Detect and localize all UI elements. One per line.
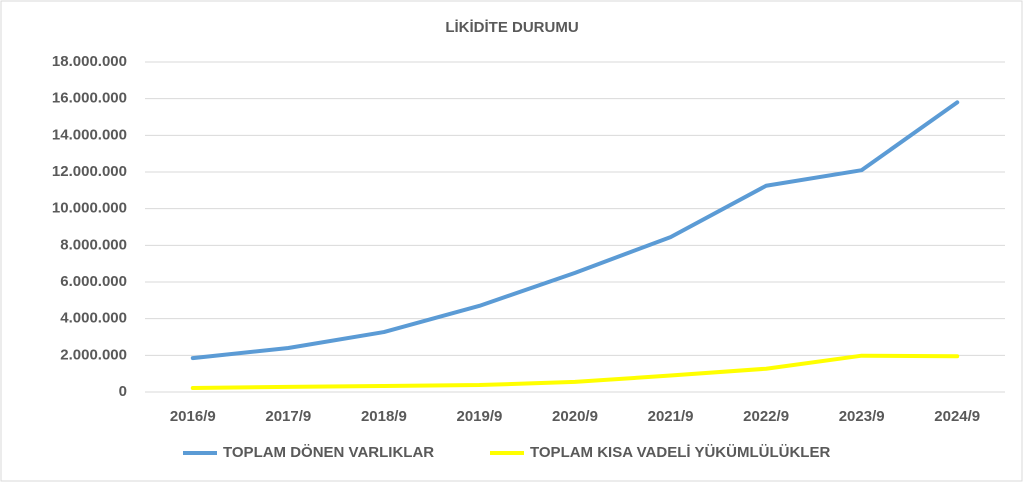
chart-title: LİKİDİTE DURUMU [445, 19, 578, 36]
data-line [190, 100, 960, 361]
y-tick-label: 0 [119, 383, 127, 400]
x-tick-label: 2022/9 [743, 408, 789, 425]
x-tick-label: 2017/9 [265, 408, 311, 425]
y-tick-label: 2.000.000 [60, 346, 127, 363]
legend-label: TOPLAM DÖNEN VARLIKLAR [223, 444, 434, 461]
x-tick-label: 2023/9 [839, 408, 885, 425]
x-tick-label: 2020/9 [552, 408, 598, 425]
x-tick-label: 2019/9 [456, 408, 502, 425]
x-tick-label: 2018/9 [361, 408, 407, 425]
y-tick-label: 14.000.000 [52, 126, 127, 143]
y-tick-label: 4.000.000 [60, 310, 127, 327]
y-tick-label: 16.000.000 [52, 90, 127, 107]
data-line [190, 353, 960, 390]
y-tick-label: 12.000.000 [52, 163, 127, 180]
y-tick-label: 8.000.000 [60, 236, 127, 253]
y-tick-label: 10.000.000 [52, 200, 127, 217]
y-tick-label: 6.000.000 [60, 273, 127, 290]
y-tick-label: 18.000.000 [52, 53, 127, 70]
x-tick-label: 2021/9 [648, 408, 694, 425]
legend-label: TOPLAM KISA VADELİ YÜKÜMLÜLÜKLER [530, 444, 830, 461]
x-tick-label: 2024/9 [934, 408, 980, 425]
x-tick-label: 2016/9 [170, 408, 216, 425]
